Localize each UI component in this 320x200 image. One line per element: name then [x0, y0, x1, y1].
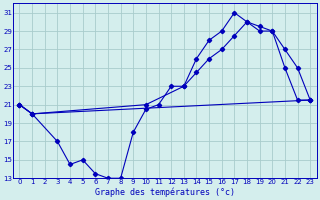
X-axis label: Graphe des températures (°c): Graphe des températures (°c) — [95, 187, 235, 197]
